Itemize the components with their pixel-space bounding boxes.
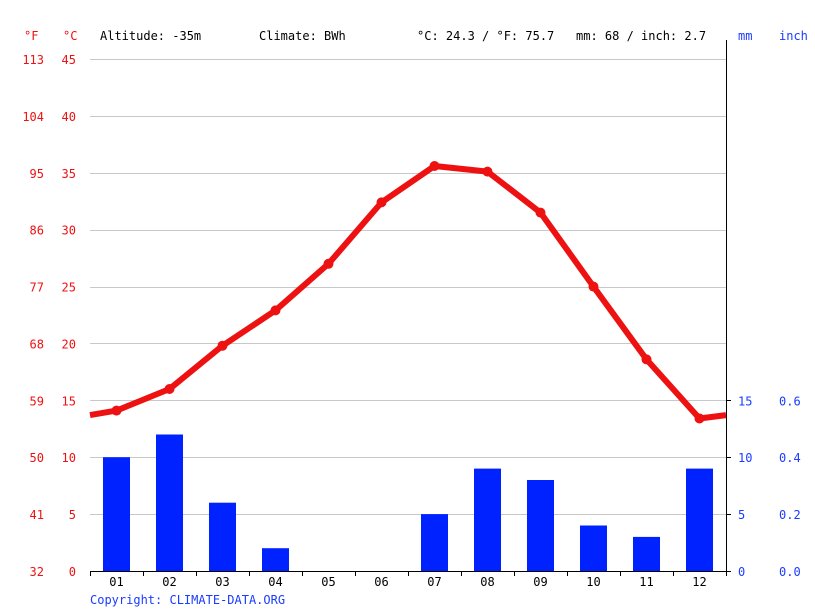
celsius-tick-label: 0 (69, 565, 76, 579)
month-tick-label: 03 (215, 575, 229, 589)
temperature-point (270, 305, 281, 316)
temperature-point (535, 207, 546, 218)
fahrenheit-tick-label: 113 (22, 53, 44, 67)
fahrenheit-tick-label: 59 (30, 394, 44, 408)
month-tick-label: 08 (480, 575, 494, 589)
inch-tick-label: 0.6 (779, 394, 801, 408)
mm-tick-label: 15 (738, 394, 752, 408)
temperature-average-label: °C: 24.3 / °F: 75.7 (417, 29, 554, 43)
celsius-tick-label: 45 (62, 53, 76, 67)
grid-lines (90, 59, 726, 515)
mm-tick-label: 10 (738, 451, 752, 465)
temperature-point (641, 354, 652, 365)
celsius-tick-label: 35 (62, 167, 76, 181)
left-unit-f-label: °F (24, 29, 38, 43)
right-unit-inch-label: inch (779, 29, 808, 43)
axes (90, 40, 731, 576)
precipitation-bar (474, 468, 501, 571)
month-tick-label: 09 (533, 575, 547, 589)
precipitation-bar (209, 502, 236, 571)
precipitation-bar (421, 514, 448, 571)
fahrenheit-tick-label: 104 (22, 110, 44, 124)
precipitation-bar (103, 457, 130, 571)
inch-tick-label: 0.2 (779, 508, 801, 522)
precipitation-total-label: mm: 68 / inch: 2.7 (576, 29, 706, 43)
celsius-tick-label: 30 (62, 224, 76, 238)
month-tick-label: 10 (586, 575, 600, 589)
fahrenheit-tick-label: 95 (30, 167, 44, 181)
precipitation-bar (527, 480, 554, 571)
month-tick-label: 12 (692, 575, 706, 589)
temperature-line-group (89, 161, 727, 424)
mm-tick-label: 5 (738, 508, 745, 522)
precipitation-bar (580, 525, 607, 571)
fahrenheit-tick-label: 68 (30, 337, 44, 351)
temperature-point (588, 281, 599, 292)
precipitation-bars (103, 434, 713, 571)
precipitation-bar (262, 548, 289, 571)
month-tick-label: 06 (374, 575, 388, 589)
fahrenheit-tick-label: 41 (30, 508, 44, 522)
celsius-tick-label: 15 (62, 394, 76, 408)
temperature-point (111, 405, 122, 416)
month-tick-label: 07 (427, 575, 441, 589)
month-tick-label: 02 (162, 575, 176, 589)
temperature-line (89, 163, 727, 422)
fahrenheit-tick-label: 32 (30, 565, 44, 579)
precipitation-bar (633, 536, 660, 571)
celsius-tick-label: 25 (62, 281, 76, 295)
celsius-tick-label: 20 (62, 337, 76, 351)
fahrenheit-tick-label: 86 (30, 224, 44, 238)
temperature-point (217, 340, 228, 351)
fahrenheit-tick-label: 77 (30, 281, 44, 295)
inch-tick-label: 0.4 (779, 451, 801, 465)
precipitation-bar (686, 468, 713, 571)
month-tick-label: 01 (109, 575, 123, 589)
mm-tick-label: 0 (738, 565, 745, 579)
month-tick-label: 11 (639, 575, 653, 589)
temperature-point (482, 166, 493, 177)
precipitation-bar (156, 434, 183, 571)
celsius-tick-label: 5 (69, 508, 76, 522)
fahrenheit-tick-label: 50 (30, 451, 44, 465)
month-tick-label: 05 (321, 575, 335, 589)
climate-label: Climate: BWh (259, 29, 346, 43)
tick-labels: 0325411050155920682577308635954010445113… (22, 53, 800, 589)
celsius-tick-label: 40 (62, 110, 76, 124)
right-unit-mm-label: mm (738, 29, 752, 43)
celsius-tick-label: 10 (62, 451, 76, 465)
temperature-point (323, 258, 334, 269)
inch-tick-label: 0.0 (779, 565, 801, 579)
left-unit-c-label: °C (63, 29, 77, 43)
temperature-point (429, 161, 440, 171)
month-tick-label: 04 (268, 575, 282, 589)
temperature-point (376, 197, 387, 208)
copyright-label: Copyright: CLIMATE-DATA.ORG (90, 593, 285, 607)
temperature-point (694, 413, 705, 424)
altitude-label: Altitude: -35m (100, 29, 201, 43)
temperature-point (164, 384, 175, 394)
